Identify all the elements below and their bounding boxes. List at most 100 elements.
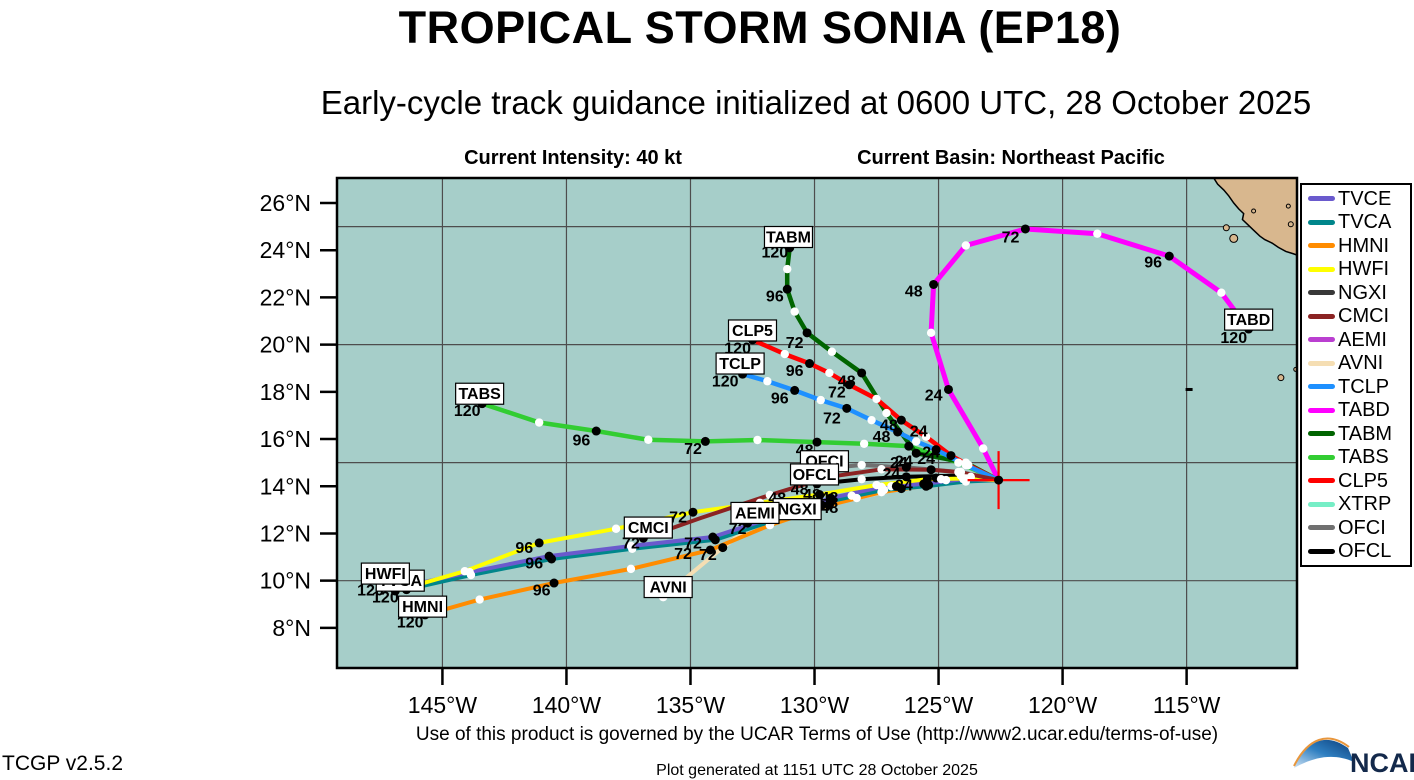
y-tick-label: 8°N xyxy=(272,615,311,641)
waypoint-24h-dot xyxy=(929,279,939,289)
forecast-hour-label: 96 xyxy=(1144,255,1162,272)
island xyxy=(1185,387,1193,391)
waypoint-12h-dot xyxy=(1093,229,1102,238)
waypoint-12h-dot xyxy=(816,395,825,405)
ocean-background xyxy=(337,178,1297,668)
waypoint-12h-dot xyxy=(867,415,876,425)
forecast-hour-label: 48 xyxy=(838,373,856,390)
forecast-hour-label: 120 xyxy=(397,614,424,631)
legend-item-TVCE: TVCE xyxy=(1308,189,1410,209)
terms-of-use-text: Use of this product is governed by the U… xyxy=(415,724,1219,745)
model-tags: TVCAHMNIHWFINGXICMCIAEMIAVNITCLPTABDTABM… xyxy=(360,225,1274,618)
model-tag-box-TCLP xyxy=(715,352,765,375)
forecast-hour-label: 24 xyxy=(895,454,913,471)
legend-item-AVNI: AVNI xyxy=(1308,353,1410,373)
legend-swatch-TABM xyxy=(1308,431,1335,437)
forecast-hour-label: 48 xyxy=(821,500,839,517)
waypoint-24h-dot xyxy=(814,490,824,500)
legend-label-OFCL: OFCL xyxy=(1338,540,1392,563)
legend-swatch-CLP5 xyxy=(1308,478,1335,484)
waypoint-12h-dot xyxy=(763,377,772,386)
waypoint-12h-dot xyxy=(626,541,636,551)
waypoint-12h-dot xyxy=(460,567,469,576)
waypoint-12h-dot xyxy=(961,474,971,483)
waypoint-12h-dot xyxy=(921,432,931,441)
forecast-hour-label: 120 xyxy=(712,373,739,390)
model-tag-text-TCLP: TCLP xyxy=(719,356,761,373)
forecast-hour-label: 96 xyxy=(786,363,804,380)
forecast-hour-label: 120 xyxy=(454,403,481,420)
waypoint-12h-dot xyxy=(780,349,789,359)
model-tag-box-TABD xyxy=(1224,308,1274,331)
waypoint-12h-dot xyxy=(979,444,988,453)
waypoint-12h-dot xyxy=(475,595,484,604)
legend-swatch-HMNI xyxy=(1308,243,1335,249)
waypoint-24h-dot xyxy=(700,436,710,446)
waypoint-12h-dot xyxy=(872,480,881,490)
island xyxy=(1229,233,1239,243)
x-tick-label: 135°W xyxy=(656,692,726,718)
legend-label-XTRP: XTRP xyxy=(1338,493,1392,516)
legend-swatch-TABD xyxy=(1308,407,1335,413)
waypoint-12h-dot xyxy=(926,328,936,338)
legend-item-TVCA: TVCA xyxy=(1308,212,1410,232)
waypoint-24h-dot xyxy=(946,451,956,461)
waypoint-12h-dot xyxy=(847,491,856,500)
waypoint-24h-dot xyxy=(943,384,953,394)
model-tag-text-TABD: TABD xyxy=(1227,312,1270,329)
island xyxy=(1222,224,1230,232)
waypoint-12h-dot xyxy=(877,465,886,474)
forecast-hour-label: 48 xyxy=(791,482,809,499)
legend-swatch-CMCI xyxy=(1308,313,1335,319)
legend-item-XTRP: XTRP xyxy=(1308,494,1410,514)
model-tag-text-TABM: TABM xyxy=(766,230,811,247)
waypoint-12h-dot xyxy=(912,437,921,446)
waypoint-12h-dot xyxy=(783,264,792,274)
waypoint-24h-dot xyxy=(1020,224,1030,234)
waypoint-24h-dot xyxy=(842,403,852,413)
current-intensity-label: Current Intensity: 40 kt xyxy=(464,147,682,169)
waypoint-24h-dot xyxy=(534,538,544,548)
forecast-hour-label: 24 xyxy=(890,455,908,472)
x-tick-label: 140°W xyxy=(532,692,602,718)
model-tag-box-TABS xyxy=(455,382,505,405)
waypoint-24h-dot xyxy=(901,462,911,472)
waypoint-24h-dot xyxy=(911,448,921,458)
waypoint-24h-dot xyxy=(812,437,822,447)
forecast-hour-label: 24 xyxy=(895,477,913,494)
forecast-hour-label: 96 xyxy=(533,583,551,600)
forecast-hour-label: 72 xyxy=(1002,230,1020,247)
legend-swatch-TABS xyxy=(1308,454,1335,460)
model-tag-text-AVNI: AVNI xyxy=(650,580,687,597)
forecast-hour-label: 48 xyxy=(905,284,923,301)
legend-item-HMNI: HMNI xyxy=(1308,236,1410,256)
track-CMCI xyxy=(641,467,1001,541)
waypoint-12h-dot xyxy=(882,408,891,418)
island xyxy=(1251,208,1257,214)
island xyxy=(1277,374,1285,382)
forecast-hour-label: 24 xyxy=(910,424,928,441)
axes: 26°N 24°N 22°N 20°N 18°N 16°N 14°N 12°N 10°N 8°N 1… xyxy=(260,190,1221,718)
tcgp-version-label: TCGP v2.5.2 xyxy=(2,752,123,775)
model-tag-text-CMCI: CMCI xyxy=(628,520,669,537)
page-title: TROPICAL STORM SONIA (EP18) xyxy=(398,2,1122,53)
waypoint-12h-dot xyxy=(534,418,544,427)
model-tag-box-OFCL xyxy=(789,463,840,486)
waypoint-24h-dot xyxy=(891,481,901,491)
island xyxy=(1287,221,1294,228)
land-group xyxy=(1185,178,1297,391)
model-tag-text-OFCL: OFCL xyxy=(793,467,837,484)
legend-swatch-AVNI xyxy=(1308,360,1335,366)
model-tag-text-TABS: TABS xyxy=(458,386,501,403)
waypoint-12h-dot xyxy=(765,490,775,500)
forecast-hour-label: 48 xyxy=(880,417,898,434)
track-map: 7296120729612048729612048727272487296120… xyxy=(260,176,1299,718)
model-tag-box-CMCI xyxy=(623,516,673,539)
waypoint-12h-dot xyxy=(954,467,963,477)
waypoint-24h-dot xyxy=(705,545,715,555)
waypoint-12h-dot xyxy=(954,458,963,467)
waypoint-12h-dot xyxy=(961,460,971,470)
legend-swatch-OFCI xyxy=(1308,525,1335,531)
model-tag-text-NGXI: NGXI xyxy=(778,502,817,519)
forecast-hour-label: 24 xyxy=(917,451,935,468)
